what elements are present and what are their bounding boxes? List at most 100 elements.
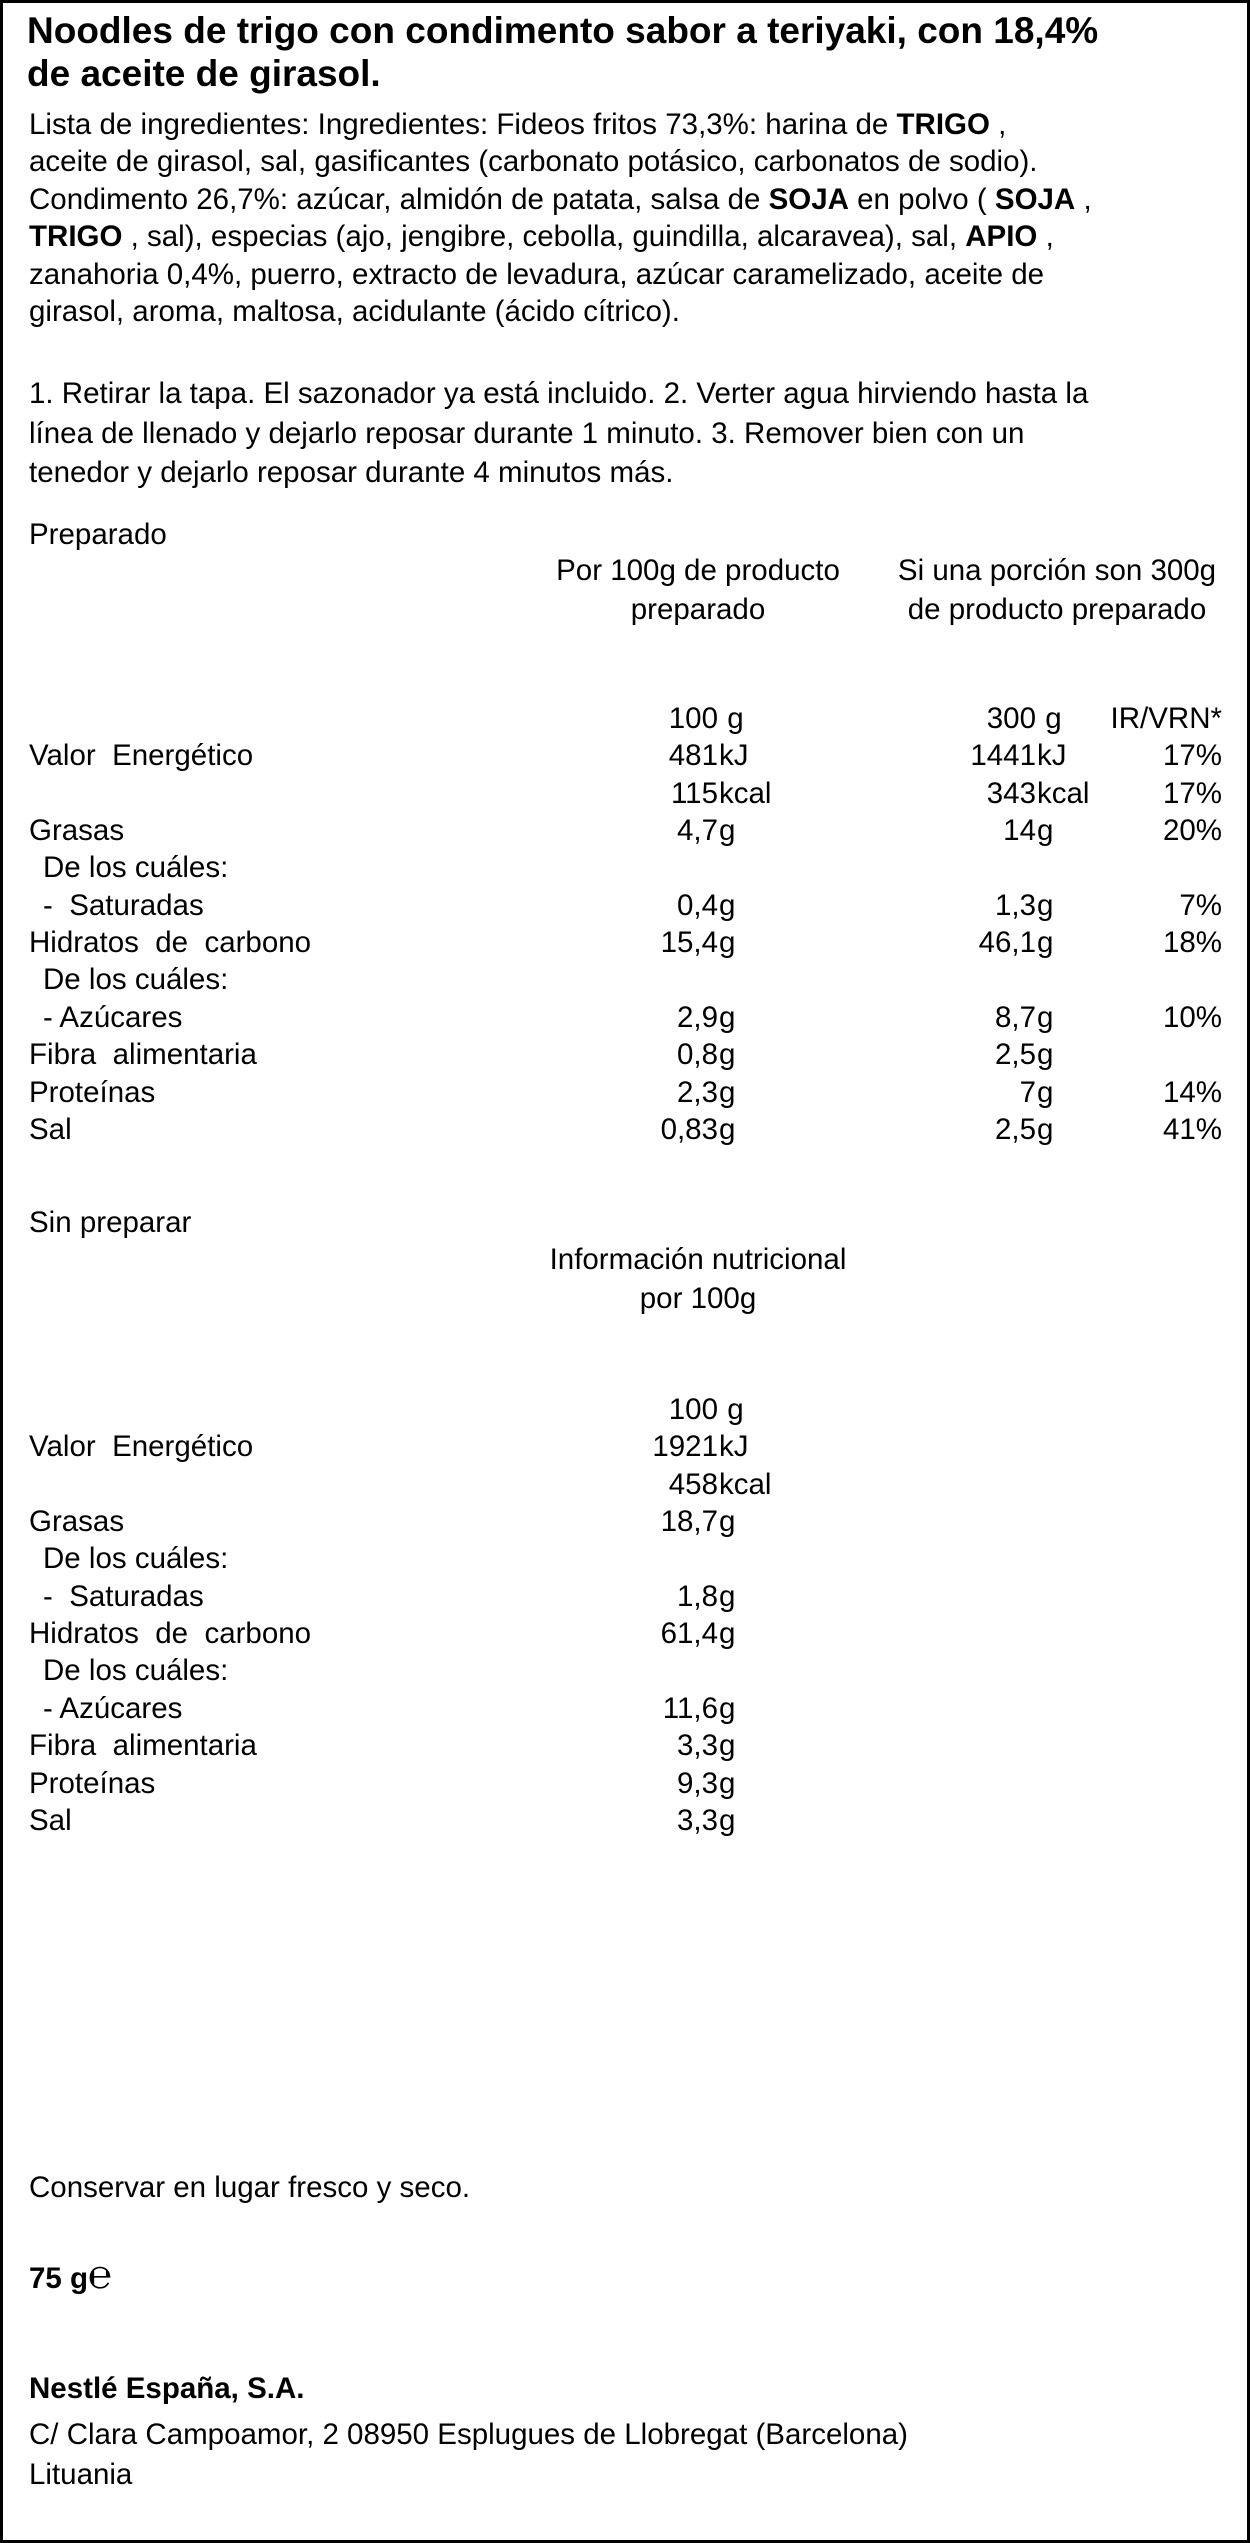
- company-address: C/ Clara Campoamor, 2 08950 Esplugues de…: [29, 2418, 908, 2451]
- nutrition-row: Fibra alimentaria 0,8 g 2,5 g: [3, 1036, 1247, 1074]
- per-portion-amount: 14: [1003, 814, 1036, 848]
- nutrient-label: De los cuáles:: [43, 1654, 229, 1688]
- ingredient-text: zanahoria 0,4%, puerro, extracto de leva…: [29, 257, 1045, 291]
- nutrition-row: - Saturadas 1,8 g: [3, 1578, 1247, 1616]
- ingredients-line: aceite de girasol, sal, gasificantes (ca…: [29, 143, 1038, 181]
- per-portion-amount: 1,3: [994, 888, 1036, 922]
- per-100g-unit: g: [719, 1766, 736, 1800]
- nutrient-label: Grasas: [29, 814, 125, 848]
- per-100g-unit: kJ: [719, 739, 749, 773]
- per-100g-amount: 9,3: [676, 1766, 718, 1800]
- per-100g-amount: 2,9: [676, 1000, 718, 1034]
- nutrient-label: - Saturadas: [43, 888, 204, 922]
- nutrition-row: 115 kcal 343 kcal 17%: [3, 775, 1247, 813]
- net-weight: 75 g℮: [29, 2253, 112, 2297]
- ingredient-text: aceite de girasol, sal, gasificantes (ca…: [29, 145, 1038, 179]
- per-100g-unit: kJ: [719, 1430, 749, 1464]
- ingredient-text: en polvo (: [848, 182, 995, 216]
- per-100g-amount: 100: [668, 702, 718, 735]
- per-100g-unit: g: [719, 1000, 736, 1034]
- nutrient-label: - Azúcares: [43, 1000, 183, 1034]
- per-100g-amount: 15,4: [660, 926, 718, 960]
- nutrition-row: 100 g: [3, 1391, 1247, 1429]
- nutrient-label: Sal: [29, 1803, 72, 1837]
- reference-intake-percent: IR/VRN*: [1110, 702, 1222, 735]
- nutrition-row: Hidratos de carbono 15,4 g 46,1 g 18%: [3, 924, 1247, 962]
- product-title-line-2: de aceite de girasol.: [27, 53, 381, 94]
- per-100g-unit: g: [719, 1803, 736, 1837]
- nutrition-row: - Azúcares 11,6 g: [3, 1690, 1247, 1728]
- nutrient-label: Fibra alimentaria: [29, 1729, 257, 1763]
- ingredients-line: zanahoria 0,4%, puerro, extracto de leva…: [29, 256, 1044, 294]
- ingredient-text: Lista de ingredientes: Ingredientes: Fid…: [29, 108, 897, 141]
- per-100g-unit: g: [719, 1691, 736, 1725]
- per-100g-amount: 11,6: [662, 1691, 718, 1725]
- per-100g-amount: 3,3: [676, 1803, 718, 1837]
- per-portion-unit: kcal: [1037, 776, 1090, 810]
- per-100g-amount: 1921: [652, 1430, 718, 1464]
- per-portion-unit: g: [1037, 1000, 1054, 1034]
- per-100g-unit: g: [719, 888, 736, 922]
- nutrient-label: Valor Energético: [29, 739, 254, 773]
- reference-intake-percent: 20%: [1162, 814, 1222, 848]
- per-portion-unit: g: [1037, 814, 1054, 848]
- per-100g-amount: 0,8: [676, 1038, 718, 1072]
- per-100g-amount: 481: [668, 739, 718, 773]
- nutrition-row: De los cuáles:: [3, 849, 1247, 887]
- per-portion-amount: 343: [986, 776, 1036, 810]
- reference-intake-percent: 7%: [1179, 888, 1222, 922]
- allergen-highlight: SOJA: [994, 182, 1076, 216]
- nutrient-label: De los cuáles:: [43, 1542, 229, 1576]
- nutrient-label: Sal: [29, 1112, 72, 1146]
- per-100g-amount: 115: [670, 776, 718, 810]
- nutrition-row: - Saturadas 0,4 g 1,3 g 7%: [3, 887, 1247, 925]
- estimated-sign-icon: ℮: [88, 2252, 113, 2298]
- per-portion-amount: 46,1: [978, 926, 1036, 960]
- ingredient-text: , sal), especias (ajo, jengibre, cebolla…: [122, 220, 966, 254]
- per-100g-amount: 4,7: [676, 814, 718, 848]
- reference-intake-percent: 14%: [1162, 1075, 1222, 1109]
- per-portion-amount: 7: [1019, 1075, 1036, 1109]
- per-100g-amount: 100: [668, 1393, 718, 1426]
- nutrient-label: Proteínas: [29, 1075, 156, 1109]
- nutrient-label: Valor Energético: [29, 1430, 254, 1464]
- nutrition-row: De los cuáles:: [3, 1652, 1247, 1690]
- per-portion-amount: 1441: [970, 739, 1036, 773]
- allergen-highlight: TRIGO: [29, 220, 123, 254]
- reference-intake-percent: 10%: [1162, 1000, 1222, 1034]
- per-portion-unit: g: [1037, 888, 1054, 922]
- per-100g-unit: g: [719, 1505, 736, 1539]
- unprepared-header-per-100g: Información nutricional por 100g: [549, 1243, 847, 1315]
- reference-intake-percent: 18%: [1162, 926, 1222, 960]
- per-100g-amount: 1,8: [676, 1579, 718, 1613]
- per-100g-unit: kcal: [719, 1467, 772, 1501]
- per-100g-amount: 3,3: [676, 1729, 718, 1763]
- ingredient-text: girasol, aroma, maltosa, acidulante (áci…: [29, 295, 680, 328]
- nutrient-label: Grasas: [29, 1505, 125, 1539]
- per-100g-unit: g: [719, 1617, 736, 1651]
- nutrient-label: Fibra alimentaria: [29, 1038, 257, 1072]
- nutrition-row: Grasas 4,7 g 14 g 20%: [3, 812, 1247, 850]
- instructions-line: línea de llenado y dejarlo reposar duran…: [29, 416, 1025, 450]
- nutrient-label: - Saturadas: [43, 1579, 204, 1613]
- nutrition-row: Hidratos de carbono 61,4 g: [3, 1615, 1247, 1653]
- nutrient-label: Hidratos de carbono: [29, 926, 312, 960]
- nutrition-row: Sal 3,3 g: [3, 1802, 1247, 1840]
- ingredients-line: TRIGO , sal), especias (ajo, jengibre, c…: [29, 218, 1054, 256]
- nutrition-row: Grasas 18,7 g: [3, 1503, 1247, 1541]
- nutrient-label: Hidratos de carbono: [29, 1617, 312, 1651]
- company-name: Nestlé España, S.A.: [29, 2372, 305, 2405]
- per-100g-unit: g: [719, 1075, 736, 1109]
- storage-instructions: Conservar en lugar fresco y seco.: [29, 2171, 471, 2204]
- allergen-highlight: APIO: [965, 220, 1038, 254]
- per-portion-unit: g: [1037, 1112, 1054, 1146]
- reference-intake-percent: 17%: [1162, 739, 1222, 773]
- per-100g-unit: g: [719, 814, 736, 848]
- per-100g-unit: g: [719, 1038, 736, 1072]
- instructions-line: tenedor y dejarlo reposar durante 4 minu…: [29, 456, 674, 489]
- per-100g-unit: g: [719, 1579, 736, 1613]
- per-100g-amount: 0,4: [676, 888, 718, 922]
- per-portion-unit: g: [1037, 926, 1054, 960]
- ingredient-text: ,: [1037, 220, 1054, 254]
